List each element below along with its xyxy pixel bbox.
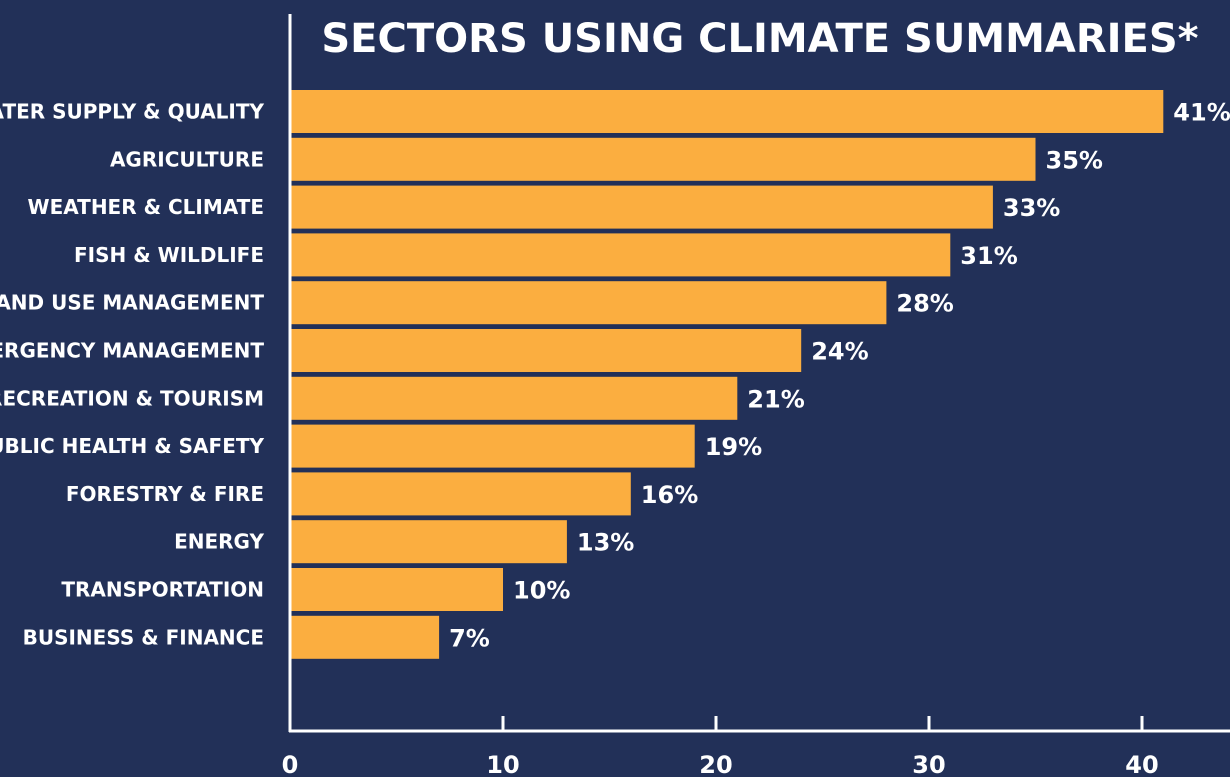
bar-0 <box>290 90 1164 133</box>
category-label: WEATHER & CLIMATE <box>28 195 264 219</box>
bar-8 <box>290 472 631 516</box>
x-tick-label: 20 <box>699 751 732 777</box>
value-labels: 41% 35% 33% 31%28% 24%21% 19%16%13%10% 7% <box>449 99 1230 653</box>
bar-9 <box>290 520 567 564</box>
value-label: 10% <box>513 577 570 605</box>
value-label: 21% <box>747 385 804 413</box>
category-label: FORESTRY & FIRE <box>66 482 264 506</box>
category-label: RECREATION & TOURISM <box>0 386 264 410</box>
category-label: PUBLIC HEALTH & SAFETY <box>0 434 265 458</box>
bar-5 <box>290 329 802 372</box>
value-label: 24% <box>811 338 868 366</box>
bars-group <box>290 90 1164 659</box>
x-axis-ticks: 0 10 20 30 40 <box>282 716 1159 777</box>
bar-10 <box>290 568 503 611</box>
x-tick-label: 0 <box>282 751 299 777</box>
chart-title: SECTORS USING CLIMATE SUMMARIES* <box>321 16 1198 62</box>
value-label: 19% <box>705 433 762 461</box>
value-label: 16% <box>641 481 698 509</box>
bar-3 <box>290 233 951 277</box>
x-tick-label: 30 <box>912 751 945 777</box>
bar-4 <box>290 281 887 325</box>
category-label: AGRICULTURE <box>110 147 264 171</box>
bar-7 <box>290 424 695 468</box>
value-label: 7% <box>449 624 490 652</box>
category-label: BUSINESS & FINANCE <box>23 625 264 649</box>
bar-1 <box>290 137 1036 181</box>
category-label: ENERGY <box>174 530 264 554</box>
category-label: TRANSPORTATION <box>61 578 264 602</box>
value-label: 33% <box>1003 194 1060 222</box>
x-tick-label: 40 <box>1125 751 1158 777</box>
category-labels: WATER SUPPLY & QUALITY AGRICULTURE WEATHER… <box>0 100 265 650</box>
value-label: 41% <box>1173 99 1230 127</box>
bar-6 <box>290 376 738 420</box>
value-label: 28% <box>896 290 953 318</box>
category-label: FISH & WILDLIFE <box>74 243 264 267</box>
value-label: 31% <box>960 242 1017 270</box>
bar-11 <box>290 615 440 659</box>
bar-2 <box>290 185 993 229</box>
category-label: LAND USE MANAGEMENT <box>0 291 264 315</box>
x-tick-label: 10 <box>486 751 519 777</box>
value-label: 13% <box>577 529 634 557</box>
category-label: WATER SUPPLY & QUALITY <box>0 100 265 124</box>
value-label: 35% <box>1046 146 1103 174</box>
category-label: EMERGENCY MANAGEMENT <box>0 339 264 363</box>
